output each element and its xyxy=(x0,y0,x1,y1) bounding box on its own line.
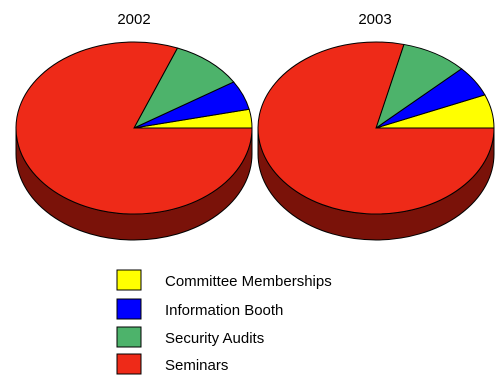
legend-swatch-information-booth xyxy=(116,298,142,320)
legend-item-seminars: Seminars xyxy=(116,353,228,375)
pie-2003 xyxy=(257,41,495,241)
legend-swatch-seminars xyxy=(116,353,142,375)
pie-2002 xyxy=(15,41,253,241)
legend-item-security-audits: Security Audits xyxy=(116,326,264,348)
legend-item-committee-memberships: Committee Memberships xyxy=(116,269,332,291)
legend-label-committee-memberships: Committee Memberships xyxy=(165,273,332,290)
chart-title-2003: 2003 xyxy=(358,11,391,28)
chart-title-2002: 2002 xyxy=(117,11,150,28)
pie-slice-2002-seminars xyxy=(15,41,253,215)
legend-swatch-security-audits xyxy=(116,326,142,348)
legend-item-information-booth: Information Booth xyxy=(116,298,283,320)
legend-label-security-audits: Security Audits xyxy=(165,330,264,347)
legend-label-seminars: Seminars xyxy=(165,357,228,374)
legend-swatch-committee-memberships xyxy=(116,269,142,291)
legend: Committee Memberships Information Booth … xyxy=(116,269,332,375)
legend-label-information-booth: Information Booth xyxy=(165,302,283,319)
pie-slice-2002-security-audits xyxy=(132,47,235,130)
pie-slice-2003-seminars xyxy=(257,41,495,215)
